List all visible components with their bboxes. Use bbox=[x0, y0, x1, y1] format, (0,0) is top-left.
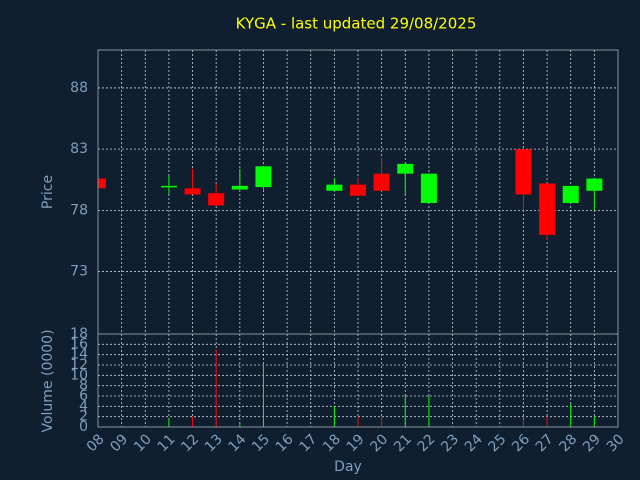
x-tick-label: 25 bbox=[486, 431, 510, 455]
x-tick-label: 12 bbox=[178, 431, 202, 455]
labels: 08 09 10 11 12 13 14 15 16 17 18 19 20 21 22 23 24 25 26 27… bbox=[70, 80, 627, 455]
volume-tick-label: 10 bbox=[70, 367, 88, 383]
y-tick-label: 78 bbox=[70, 202, 88, 218]
candle-body bbox=[397, 163, 414, 174]
y-axis-label: Price bbox=[40, 175, 56, 209]
y-tick-label: 73 bbox=[70, 264, 88, 280]
x-tick-label: 09 bbox=[107, 431, 131, 455]
volume-frame bbox=[97, 333, 619, 428]
candle-body bbox=[184, 188, 201, 195]
candle-body bbox=[562, 185, 579, 204]
candle-body bbox=[350, 184, 366, 196]
volume-tick-label: 18 bbox=[70, 326, 88, 342]
x-tick-label: 13 bbox=[202, 431, 226, 455]
x-tick-label: 30 bbox=[604, 431, 628, 455]
volume-tick-label: 16 bbox=[70, 336, 88, 352]
x-tick-label: 22 bbox=[415, 431, 439, 455]
x-tick-label: 19 bbox=[344, 431, 368, 455]
x-tick-label: 26 bbox=[509, 431, 533, 455]
candle-body bbox=[208, 193, 225, 206]
x-tick-label: 14 bbox=[226, 431, 250, 455]
x-tick-label: 28 bbox=[556, 431, 580, 455]
volume-tick-label: 6 bbox=[79, 388, 88, 404]
x-tick-label: 10 bbox=[131, 431, 155, 455]
x-tick-label: 17 bbox=[296, 431, 320, 455]
candle-body bbox=[373, 173, 390, 191]
x-tick-label: 21 bbox=[391, 431, 415, 455]
marks bbox=[98, 149, 603, 427]
volume-axis-label: Volume (0000) bbox=[40, 329, 56, 432]
x-tick-label: 16 bbox=[273, 431, 297, 455]
y-tick-label: 83 bbox=[70, 141, 88, 157]
volume-tick-label: 2 bbox=[79, 409, 88, 425]
chart-title: KYGA - last updated 29/08/2025 bbox=[236, 15, 477, 33]
candle-body bbox=[326, 184, 343, 191]
volume-tick-label: 12 bbox=[70, 357, 88, 373]
volume-tick-label: 4 bbox=[79, 398, 88, 414]
candle-body bbox=[539, 183, 556, 235]
candle-body bbox=[98, 178, 106, 189]
candle-body bbox=[160, 185, 177, 188]
candle-body bbox=[515, 149, 532, 195]
x-tick-label: 29 bbox=[580, 431, 604, 455]
candle-body bbox=[231, 185, 248, 190]
candle-body bbox=[255, 166, 272, 188]
volume-marks bbox=[98, 349, 595, 427]
x-tick-label: 15 bbox=[249, 431, 273, 455]
x-tick-label: 20 bbox=[367, 431, 391, 455]
volume-tick-label: 14 bbox=[70, 347, 88, 363]
price-marks bbox=[98, 149, 603, 240]
volume-tick-label: 8 bbox=[79, 378, 88, 394]
candle-body bbox=[586, 178, 603, 191]
x-axis-label: Day bbox=[334, 459, 362, 475]
x-tick-label: 18 bbox=[320, 431, 344, 455]
x-tick-label: 23 bbox=[438, 431, 462, 455]
candle-body bbox=[420, 173, 437, 204]
grid bbox=[97, 50, 619, 428]
y-tick-label: 88 bbox=[70, 80, 88, 96]
x-tick-label: 11 bbox=[155, 431, 179, 455]
x-tick-label: 27 bbox=[533, 431, 557, 455]
volume-tick-label: 0 bbox=[79, 419, 88, 435]
x-tick-label: 24 bbox=[462, 431, 486, 455]
